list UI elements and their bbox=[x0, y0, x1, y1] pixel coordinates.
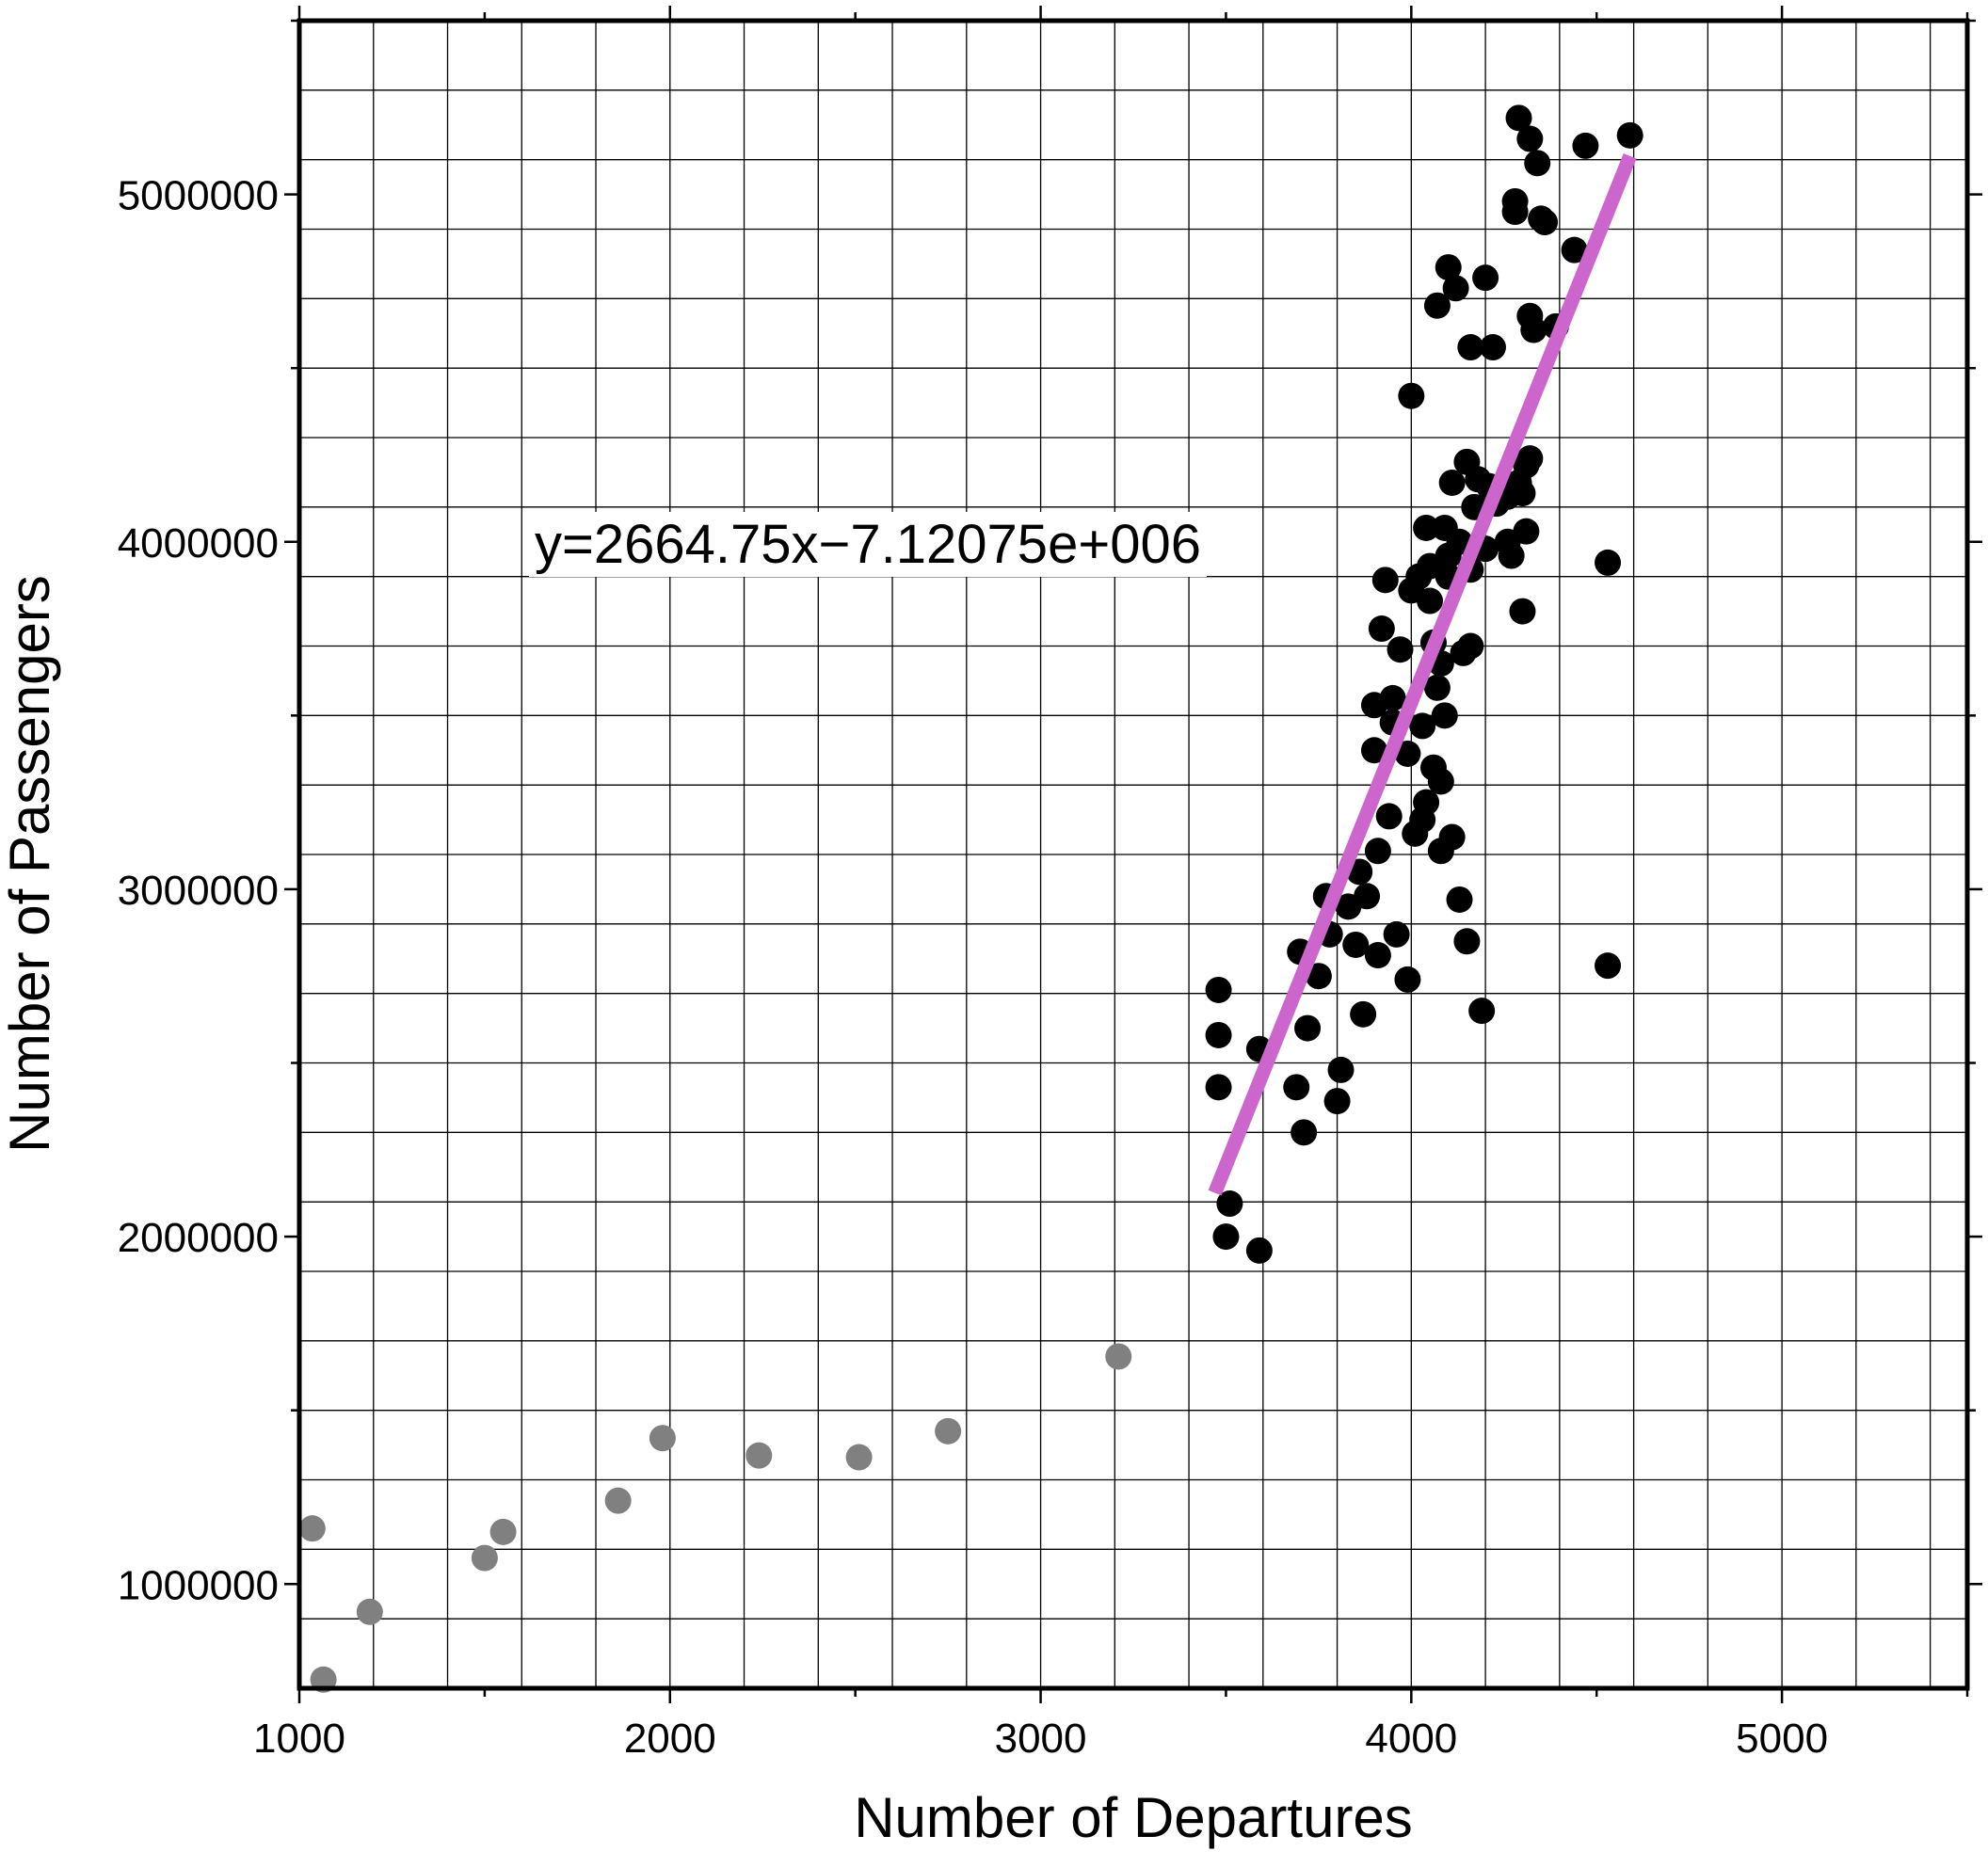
x-tick-label: 1000 bbox=[253, 1716, 345, 1762]
data-point bbox=[1364, 838, 1391, 865]
data-point bbox=[1468, 998, 1496, 1025]
x-tick-label: 4000 bbox=[1365, 1716, 1457, 1762]
data-point bbox=[1371, 567, 1399, 594]
data-point bbox=[1379, 684, 1406, 711]
x-tick-label: 5000 bbox=[1736, 1716, 1828, 1762]
data-point bbox=[1291, 1119, 1318, 1146]
regression-equation-background bbox=[529, 512, 1207, 577]
data-point bbox=[1435, 254, 1462, 281]
data-point bbox=[1323, 1088, 1351, 1115]
data-point bbox=[1205, 976, 1232, 1003]
data-point bbox=[1595, 549, 1622, 576]
data-point bbox=[1446, 886, 1473, 913]
x-axis-title: Number of Departures bbox=[854, 1786, 1413, 1849]
data-point bbox=[1509, 598, 1536, 625]
data-point bbox=[1531, 209, 1559, 236]
plot-frame bbox=[297, 18, 1970, 1691]
y-axis-title: Number of Passengers bbox=[0, 575, 61, 1153]
data-point bbox=[1383, 920, 1410, 948]
data-point bbox=[471, 1544, 498, 1572]
data-point bbox=[1216, 1190, 1243, 1218]
data-point bbox=[1595, 952, 1622, 980]
data-point bbox=[1212, 1223, 1240, 1251]
y-tick-label: 1000000 bbox=[118, 1562, 279, 1608]
regression-line bbox=[1208, 153, 1637, 1196]
data-point bbox=[1427, 768, 1454, 795]
y-tick-label: 3000000 bbox=[118, 868, 279, 914]
data-point bbox=[1561, 236, 1588, 263]
data-point bbox=[1417, 587, 1444, 615]
data-point bbox=[1572, 132, 1599, 159]
data-point bbox=[1501, 199, 1529, 226]
y-axis-tick-labels: 1000000 2000000 3000000 4000000 5000000 bbox=[118, 173, 279, 1609]
x-axis-tick-labels: 1000 2000 3000 4000 5000 bbox=[253, 1716, 1828, 1762]
data-point bbox=[1354, 883, 1381, 910]
data-point bbox=[1509, 480, 1536, 507]
x-tick-label: 3000 bbox=[995, 1716, 1087, 1762]
data-point bbox=[1305, 963, 1332, 990]
data-point bbox=[1431, 702, 1458, 729]
data-point bbox=[1375, 803, 1403, 830]
data-point bbox=[1457, 632, 1484, 660]
data-point bbox=[1413, 789, 1440, 816]
data-point bbox=[1423, 674, 1451, 701]
data-point bbox=[1245, 1237, 1273, 1264]
data-point bbox=[1205, 1074, 1232, 1101]
data-point bbox=[1616, 121, 1643, 149]
data-point bbox=[298, 1515, 326, 1542]
data-point bbox=[1294, 1014, 1322, 1042]
data-point bbox=[1327, 1056, 1355, 1083]
data-point bbox=[1453, 928, 1481, 955]
data-point bbox=[1409, 712, 1436, 740]
data-point bbox=[1438, 469, 1466, 496]
data-point bbox=[845, 1444, 873, 1471]
y-tick-label: 4000000 bbox=[118, 520, 279, 567]
data-point bbox=[1472, 264, 1499, 292]
data-point bbox=[1413, 514, 1440, 541]
data-point bbox=[1479, 334, 1506, 361]
y-tick-label: 5000000 bbox=[118, 173, 279, 219]
data-point bbox=[1498, 542, 1525, 569]
data-point bbox=[1368, 615, 1395, 643]
data-point bbox=[1516, 445, 1544, 472]
data-point bbox=[1513, 518, 1540, 545]
y-tick-label: 2000000 bbox=[118, 1215, 279, 1261]
data-point bbox=[1438, 823, 1466, 851]
data-point bbox=[649, 1425, 676, 1452]
data-point bbox=[356, 1598, 383, 1625]
data-point bbox=[1364, 942, 1391, 969]
data-point bbox=[1505, 104, 1532, 132]
x-tick-label: 2000 bbox=[624, 1716, 716, 1762]
data-point bbox=[489, 1518, 517, 1545]
data-point bbox=[1394, 966, 1421, 993]
data-point bbox=[1342, 931, 1370, 958]
grid bbox=[298, 20, 1967, 1689]
regression-equation-label: y=2664.75x−7.12075e+006 bbox=[535, 514, 1201, 575]
data-point bbox=[746, 1442, 773, 1469]
data-point bbox=[1394, 740, 1421, 767]
data-point bbox=[1398, 382, 1425, 409]
data-point bbox=[1442, 275, 1469, 302]
data-point bbox=[1524, 150, 1551, 177]
data-point bbox=[1387, 636, 1414, 663]
data-point bbox=[1360, 737, 1387, 764]
data-point bbox=[1520, 316, 1547, 343]
data-point bbox=[1423, 292, 1451, 319]
data-point bbox=[604, 1487, 632, 1514]
data-point bbox=[1283, 1074, 1310, 1101]
points-outside-fit bbox=[298, 1343, 1132, 1693]
data-point bbox=[1457, 334, 1484, 361]
data-point bbox=[1205, 1021, 1232, 1048]
data-point bbox=[935, 1417, 962, 1445]
data-point bbox=[1350, 1000, 1377, 1028]
data-point bbox=[1105, 1343, 1132, 1370]
data-point bbox=[1516, 125, 1544, 152]
